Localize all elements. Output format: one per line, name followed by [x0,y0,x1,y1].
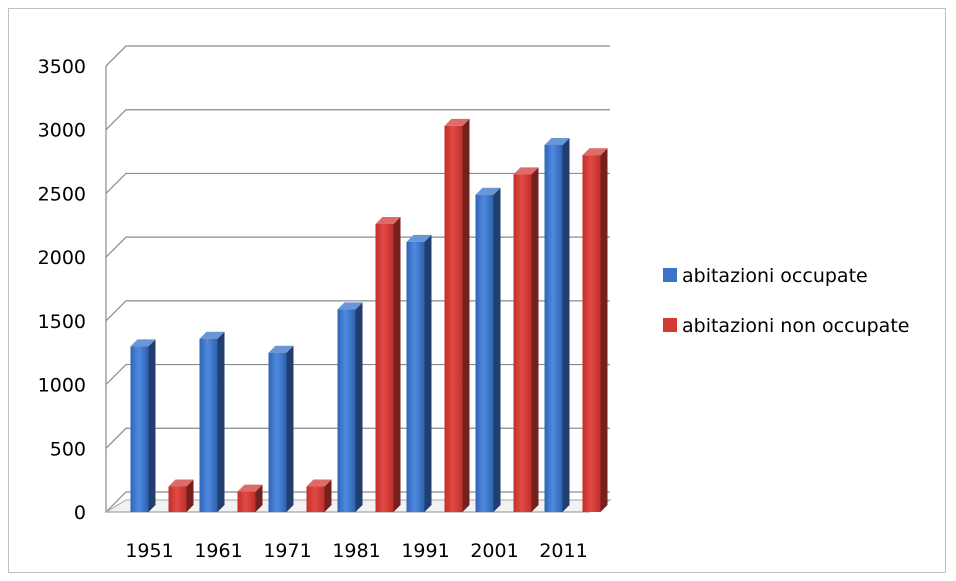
gridline [105,109,610,131]
bar [513,167,539,513]
legend-label: abitazioni occupate [682,265,868,287]
legend-swatch [663,268,677,282]
x-tick-label: 2011 [539,540,587,562]
legend: abitazioni occupate abitazioni non occupa… [663,265,909,337]
y-tick-label: 1500 [38,311,86,333]
legend-swatch [663,318,677,332]
bar [375,217,401,513]
y-tick-label: 500 [50,438,86,460]
legend-label: abitazioni non occupate [682,315,909,337]
bar [406,234,432,512]
legend-item: abitazioni non occupate [663,315,909,337]
bar [306,479,332,512]
bar [130,339,156,512]
bar [199,331,225,512]
bar [237,484,263,512]
x-tick-label: 1991 [401,540,449,562]
y-axis-tick-labels: 0 500 1000 1500 2000 2500 3000 3500 [38,56,86,524]
y-tick-label: 3500 [38,56,86,78]
y-axis-wall [105,45,127,512]
bar [337,302,363,512]
legend-item: abitazioni occupate [663,265,868,287]
gridline [105,45,610,67]
x-tick-label: 1981 [332,540,380,562]
y-tick-label: 0 [74,502,86,524]
y-tick-label: 1000 [38,375,86,397]
y-tick-label: 2000 [38,247,86,269]
bars [130,118,608,513]
bar [268,345,294,512]
x-tick-label: 1961 [194,540,242,562]
bar [444,118,470,513]
x-tick-label: 2001 [470,540,518,562]
x-axis-tick-labels: 1951 1961 1971 1981 1991 2001 2011 [125,540,587,562]
x-tick-label: 1971 [263,540,311,562]
y-tick-label: 2500 [38,183,86,205]
bar [582,148,608,512]
bar [475,187,501,512]
bar [168,479,194,512]
bar [544,138,570,512]
x-tick-label: 1951 [125,540,173,562]
y-tick-label: 3000 [38,120,86,142]
